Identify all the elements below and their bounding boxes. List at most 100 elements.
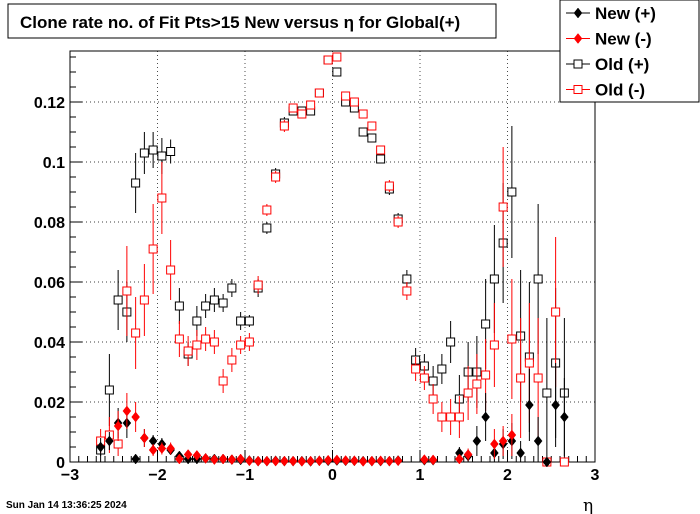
data-point <box>280 455 289 467</box>
data-point <box>498 202 508 212</box>
data-point <box>139 295 149 305</box>
data-point <box>166 265 176 275</box>
data-point <box>209 337 219 347</box>
data-point <box>533 274 543 284</box>
y-tick-label: 0.1 <box>43 155 65 172</box>
data-point <box>524 358 534 368</box>
data-point <box>139 148 149 158</box>
legend-marker <box>573 33 583 44</box>
data-point <box>148 444 158 456</box>
x-tick-label: 1 <box>416 467 425 484</box>
data-point <box>122 286 132 296</box>
data-point <box>481 319 491 329</box>
data-point <box>148 145 158 155</box>
data-point <box>157 193 167 203</box>
data-point <box>104 385 114 395</box>
data-point <box>306 455 315 467</box>
data-point <box>411 364 421 374</box>
series-old <box>96 52 569 467</box>
x-tick-label: −2 <box>148 467 166 484</box>
data-point <box>428 454 438 466</box>
data-point <box>446 412 456 422</box>
data-point <box>463 449 473 460</box>
data-point <box>288 455 298 467</box>
data-point <box>454 412 464 422</box>
data-point <box>376 145 386 155</box>
data-point <box>358 455 368 467</box>
data-point <box>507 429 517 441</box>
data-point <box>131 453 140 465</box>
legend-label: Old (+) <box>595 55 649 74</box>
data-point <box>192 340 202 350</box>
x-tick-label: 2 <box>503 467 512 484</box>
data-point <box>332 454 342 466</box>
data-point <box>96 441 105 453</box>
data-point <box>262 223 272 233</box>
data-point <box>551 399 560 411</box>
data-point <box>358 127 368 137</box>
data-point <box>314 88 324 98</box>
data-point <box>271 172 281 182</box>
y-tick-label: 0.04 <box>34 335 65 352</box>
data-point <box>279 121 289 131</box>
plot-frame <box>69 50 596 463</box>
data-point <box>236 453 245 465</box>
data-point <box>201 334 211 344</box>
data-point <box>385 455 394 467</box>
data-point <box>253 455 263 467</box>
data-point <box>481 370 491 380</box>
data-point <box>472 435 482 447</box>
legend-item: Old (+) <box>566 55 649 74</box>
chart-title: Clone rate no. of Fit Pts>15 New versus … <box>20 13 460 32</box>
data-point <box>140 432 149 444</box>
data-point <box>210 454 219 466</box>
legend-label: Old (-) <box>595 81 645 100</box>
data-point <box>516 447 525 459</box>
data-point <box>227 283 237 293</box>
x-tick-label: 0 <box>328 467 337 484</box>
legend-label: New (-) <box>595 30 652 49</box>
data-point <box>131 411 140 423</box>
data-point <box>244 316 254 326</box>
data-point <box>428 376 438 386</box>
data-point <box>437 412 447 422</box>
data-point <box>490 438 499 450</box>
data-point <box>420 454 429 466</box>
data-point <box>192 449 202 461</box>
data-point <box>113 439 123 449</box>
y-tick-labels: 0 0.02 0.04 0.06 0.08 0.1 0.12 <box>34 95 65 472</box>
data-point <box>166 147 176 156</box>
data-point <box>559 457 569 467</box>
data-point <box>297 455 307 467</box>
data-point <box>174 301 184 311</box>
legend-item: New (+) <box>566 4 656 23</box>
data-point <box>315 455 324 467</box>
legend: New (+) New (-) Old (+) Old (-) <box>559 0 700 103</box>
data-point <box>218 453 228 465</box>
data-point <box>533 373 543 383</box>
data-point <box>402 274 412 284</box>
data-point <box>157 443 167 454</box>
data-point <box>341 91 351 101</box>
data-point <box>262 205 272 215</box>
y-tick-label: 0 <box>56 455 65 472</box>
title-box: Clone rate no. of Fit Pts>15 New versus … <box>7 3 497 39</box>
data-point <box>560 411 569 423</box>
data-point <box>393 455 403 467</box>
legend-marker <box>573 85 583 94</box>
data-point <box>516 373 526 383</box>
data-point <box>332 52 342 62</box>
data-point <box>297 109 307 119</box>
data-point <box>323 55 333 65</box>
data-point <box>244 337 254 347</box>
data-point <box>332 67 342 77</box>
data-point <box>157 151 167 161</box>
data-point <box>551 307 561 317</box>
data-point <box>349 97 359 107</box>
data-point <box>455 453 464 465</box>
data-point <box>350 455 359 467</box>
data-point <box>192 316 202 326</box>
data-point <box>489 274 499 284</box>
data-point <box>367 121 377 131</box>
data-markers <box>96 52 569 468</box>
